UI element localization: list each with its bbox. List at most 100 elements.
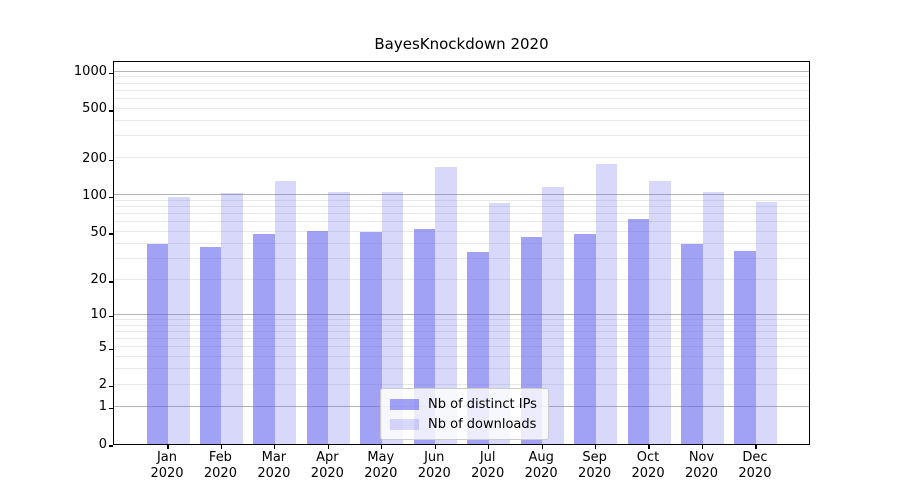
y-tick-mark xyxy=(108,281,113,283)
x-tick-label: Jul 2020 xyxy=(453,450,523,482)
legend-swatch-distinct-ips xyxy=(390,398,419,410)
x-tick-mark xyxy=(541,445,543,450)
x-tick-label-year: 2020 xyxy=(684,466,719,481)
minor-gridline xyxy=(114,231,809,233)
minor-gridline xyxy=(114,82,809,84)
y-tick-mark xyxy=(108,316,113,318)
major-gridline xyxy=(114,313,809,315)
bar-downloads-dec xyxy=(755,202,778,444)
bar-downloads-sep xyxy=(595,164,618,444)
x-tick-label-year: 2020 xyxy=(524,466,558,481)
bar-downloads-nov xyxy=(702,192,724,444)
x-tick-label: Jun 2020 xyxy=(399,450,469,482)
minor-gridline xyxy=(114,318,809,320)
x-tick-label-month: Dec xyxy=(742,450,768,465)
minor-gridline xyxy=(114,368,809,370)
bar-downloads-oct xyxy=(649,180,671,444)
bar-downloads-apr xyxy=(328,191,350,444)
y-tick-label: 20 xyxy=(90,272,107,288)
minor-gridline xyxy=(114,119,809,121)
legend-row-distinct-ips: Nb of distinct IPs xyxy=(390,394,539,414)
x-tick-label-year: 2020 xyxy=(310,466,344,481)
x-tick-label-month: Aug xyxy=(528,450,554,465)
minor-gridline xyxy=(114,213,809,215)
y-tick-label: 1000 xyxy=(73,64,107,80)
x-tick-label: Oct 2020 xyxy=(613,450,683,482)
plot-area: Nb of distinct IPs Nb of downloads xyxy=(108,61,810,450)
minor-gridline xyxy=(114,107,809,109)
x-tick-label-year: 2020 xyxy=(203,466,237,481)
y-tick-label: 0 xyxy=(98,436,107,452)
x-tick-label-month: Jan xyxy=(156,450,178,465)
x-tick-label-year: 2020 xyxy=(738,466,772,481)
x-tick-mark xyxy=(434,445,436,450)
y-tick-mark xyxy=(108,196,113,198)
legend-row-downloads: Nb of downloads xyxy=(390,414,539,434)
y-tick-label: 1 xyxy=(98,399,107,415)
y-tick-mark xyxy=(108,233,113,235)
y-tick-label: 100 xyxy=(82,187,107,203)
bars-layer xyxy=(114,62,809,444)
x-tick-label-month: Apr xyxy=(316,450,339,465)
y-tick-marks xyxy=(108,62,809,447)
bar-ips-feb xyxy=(199,246,222,444)
x-tick-label-year: 2020 xyxy=(257,466,291,481)
x-tick-marks xyxy=(114,62,809,450)
chart-title: BayesKnockdown 2020 xyxy=(374,35,549,53)
x-tick-label: Feb 2020 xyxy=(185,450,255,482)
x-tick-label-month: Feb xyxy=(208,450,232,465)
y-tick-mark xyxy=(108,348,113,351)
y-tick-mark xyxy=(108,445,113,447)
y-tick-label: 5 xyxy=(98,339,107,355)
minor-gridline xyxy=(114,157,809,159)
x-tick-mark xyxy=(648,445,650,450)
y-tick-label: 500 xyxy=(82,101,107,117)
x-tick-label-month: Mar xyxy=(261,450,287,465)
legend-swatch-downloads xyxy=(390,418,419,430)
minor-gridline xyxy=(114,206,809,208)
x-tick-label: Nov 2020 xyxy=(667,450,737,482)
minor-gridline xyxy=(114,383,809,385)
bar-downloads-mar xyxy=(274,180,297,444)
bar-ips-dec xyxy=(734,250,756,444)
y-tick-label: 10 xyxy=(90,307,107,323)
legend-label-downloads: Nb of downloads xyxy=(428,416,537,432)
minor-gridline xyxy=(114,330,809,332)
x-tick-label-month: Oct xyxy=(636,450,660,465)
x-tick-label: Aug 2020 xyxy=(506,450,576,482)
y-tick-mark xyxy=(108,408,113,410)
minor-gridline xyxy=(114,346,809,348)
bar-downloads-jul xyxy=(488,202,511,444)
y-tick-mark xyxy=(108,73,113,75)
minor-gridline xyxy=(114,257,809,259)
bar-downloads-jun xyxy=(435,166,457,444)
x-tick-label: Dec 2020 xyxy=(720,450,790,482)
x-tick-mark xyxy=(701,445,704,450)
x-tick-label-month: Nov xyxy=(688,450,715,465)
major-gridline xyxy=(114,194,809,196)
minor-gridline xyxy=(114,242,809,244)
x-tick-label: May 2020 xyxy=(346,450,416,482)
bar-downloads-may xyxy=(381,191,404,444)
x-tick-label: Jan 2020 xyxy=(132,450,202,482)
bar-ips-sep xyxy=(574,234,596,444)
bar-downloads-feb xyxy=(221,193,243,444)
bar-ips-may xyxy=(360,232,382,444)
minor-gridline xyxy=(114,135,809,137)
major-gridline xyxy=(114,70,809,72)
x-tick-mark xyxy=(595,445,597,450)
minor-gridline xyxy=(114,356,809,358)
minor-gridline xyxy=(114,98,809,100)
x-tick-mark xyxy=(488,445,490,450)
minor-gridline xyxy=(114,221,809,223)
x-tick-label-year: 2020 xyxy=(417,466,451,481)
bar-ips-apr xyxy=(306,231,329,444)
y-tick-mark xyxy=(108,159,113,161)
bar-ips-mar xyxy=(253,234,275,444)
bar-downloads-aug xyxy=(542,187,564,444)
bar-downloads-jan xyxy=(168,196,190,444)
bar-ips-nov xyxy=(681,243,703,444)
minor-gridline xyxy=(114,324,809,326)
